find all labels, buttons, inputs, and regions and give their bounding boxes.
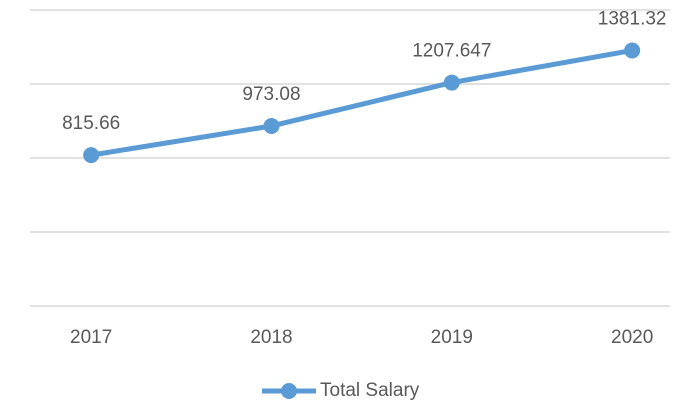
marker [83, 147, 100, 164]
data-label: 815.66 [62, 113, 120, 134]
data-label: 1207.647 [412, 41, 491, 62]
x-tick-label: 2018 [250, 327, 292, 348]
marker [443, 74, 460, 91]
x-tick-label: 2019 [431, 327, 473, 348]
marker [263, 117, 280, 134]
marker [624, 42, 641, 59]
x-tick-label: 2020 [611, 327, 653, 348]
data-label: 973.08 [242, 84, 300, 105]
line [90, 47, 633, 158]
x-tick-label: 2017 [70, 327, 112, 348]
legend-label: Total Salary [320, 380, 420, 401]
data-label: 1381.32 [598, 8, 667, 29]
legend-marker [281, 383, 297, 399]
